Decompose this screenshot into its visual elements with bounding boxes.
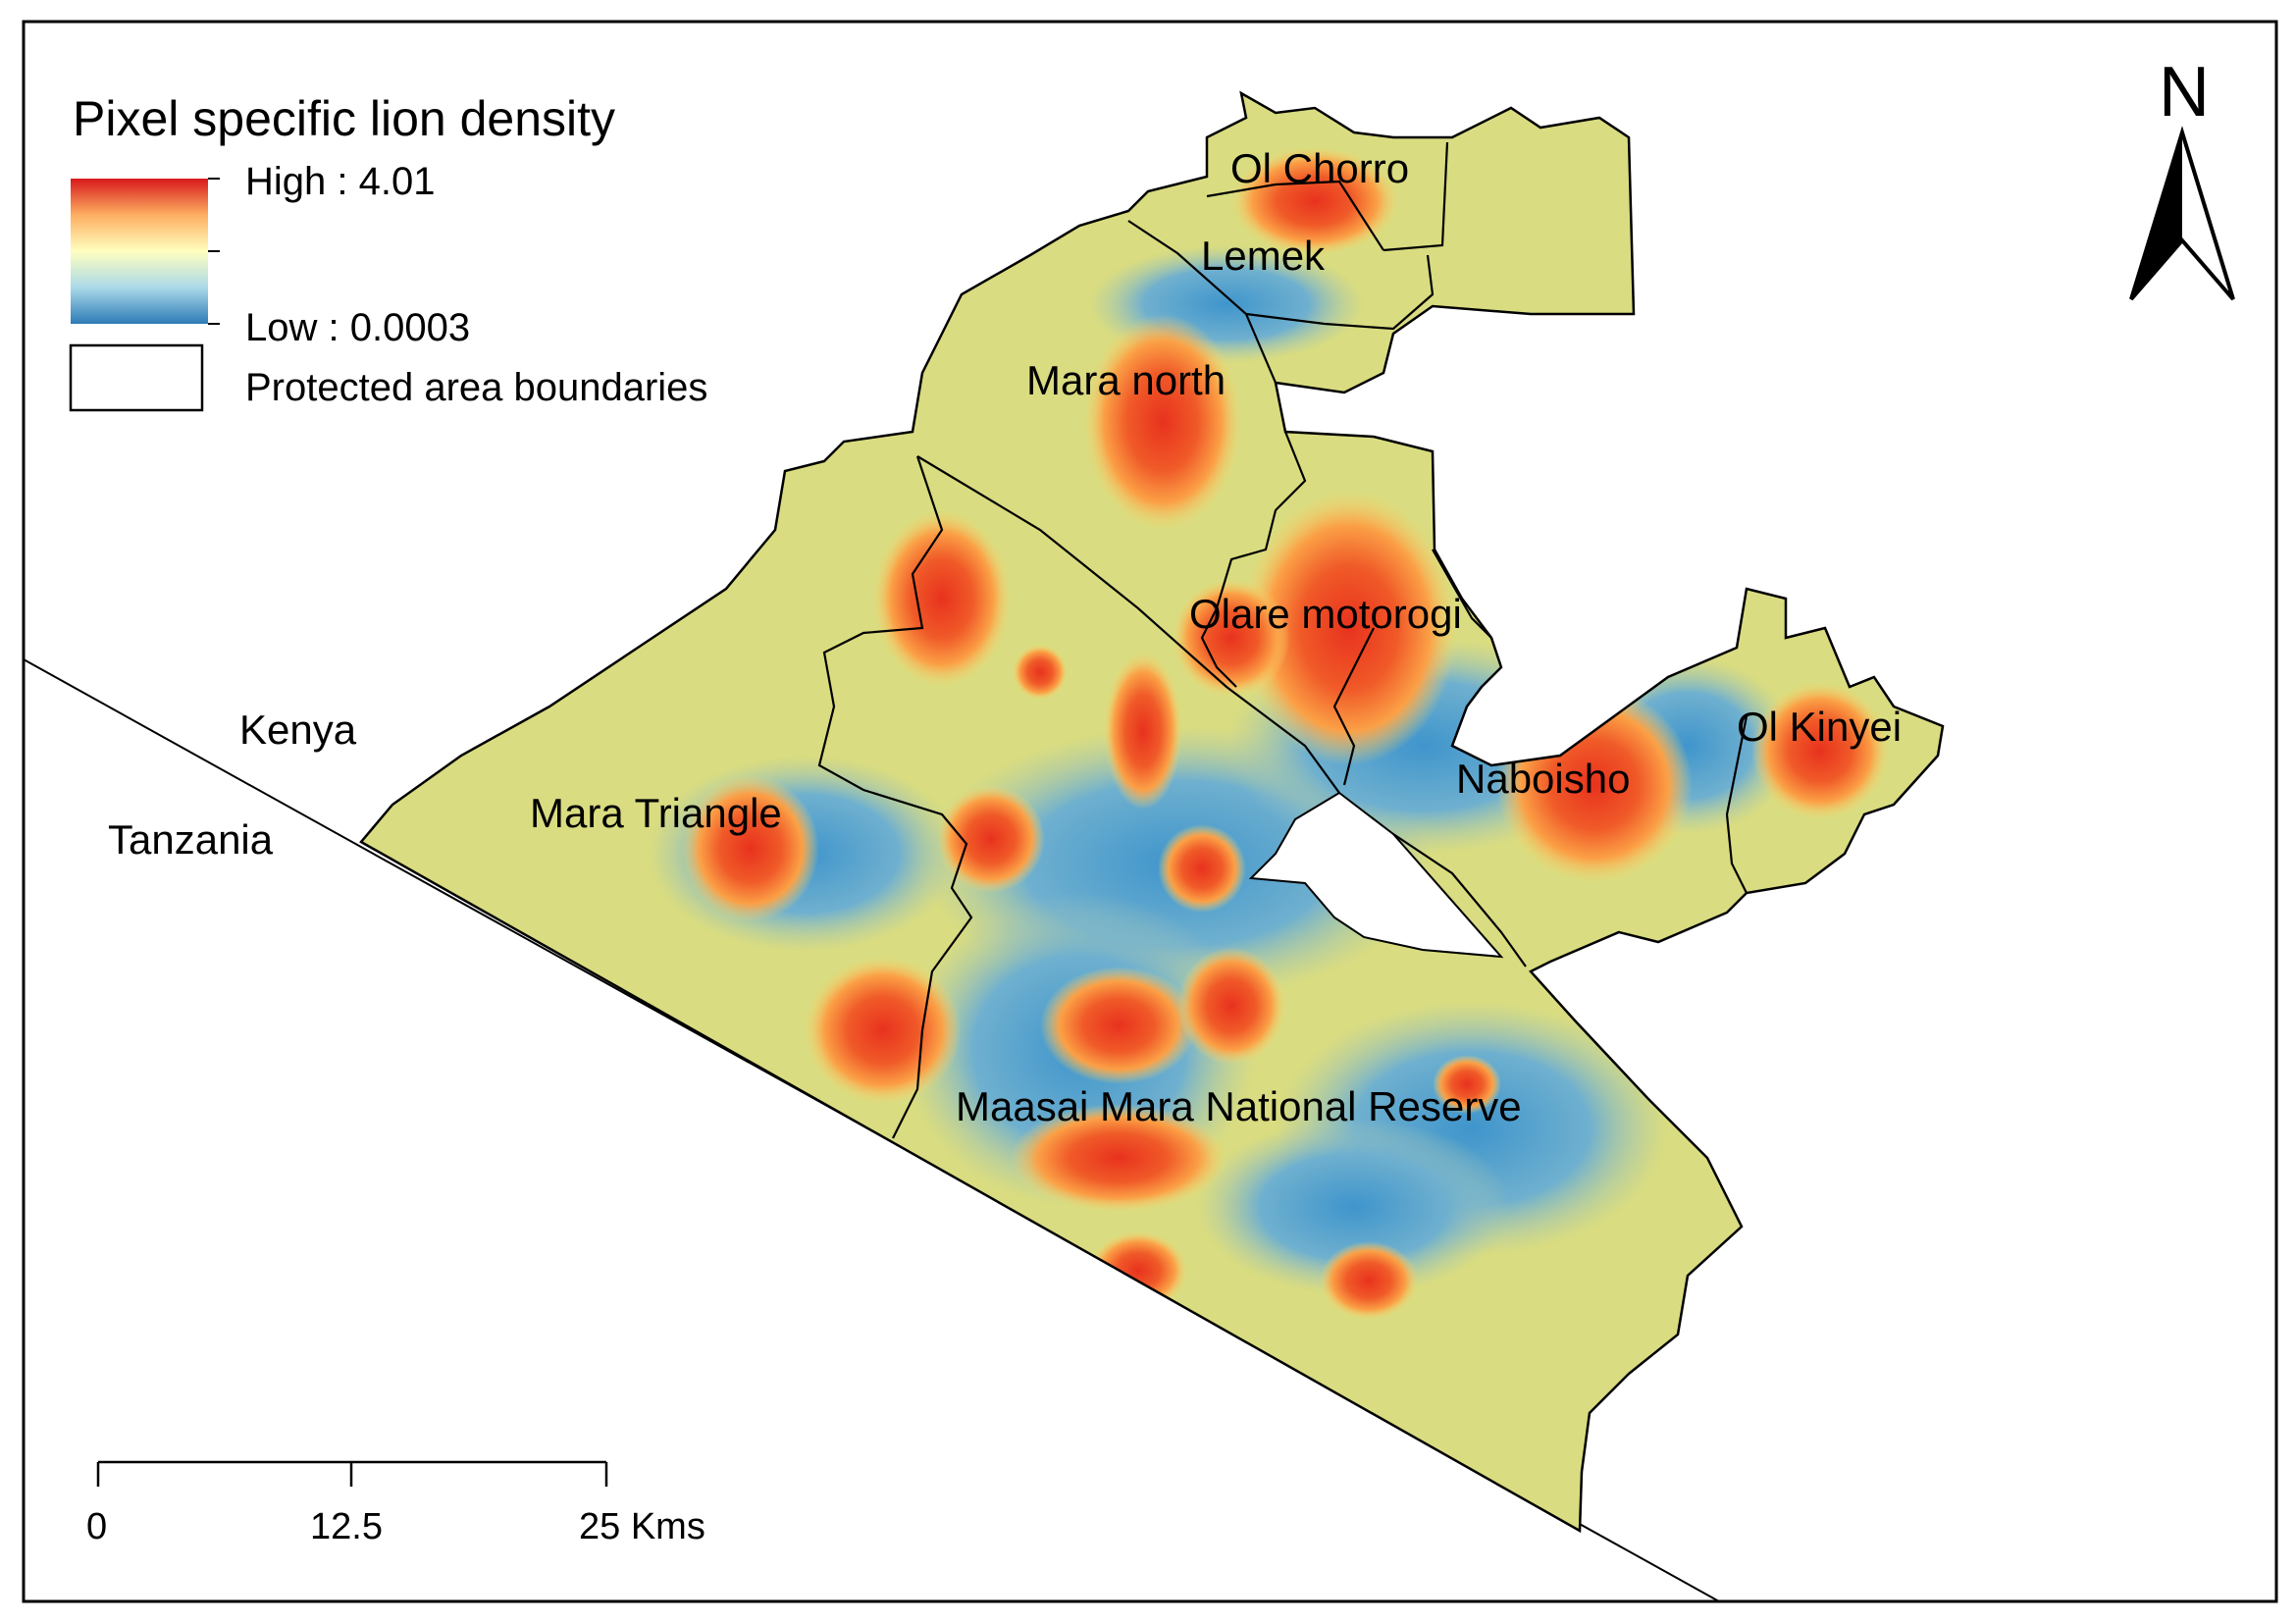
north-arrow: N — [2129, 53, 2235, 301]
boundary-mara-north-reserve — [916, 455, 1340, 794]
scale-tick-mid: 12.5 — [310, 1506, 383, 1547]
map-border — [22, 20, 2278, 1603]
boundary-naboisho-reserve — [1392, 833, 1527, 968]
boundary-naboisho-kinyei — [1725, 715, 1748, 894]
label-mara-north: Mara north — [1026, 357, 1226, 403]
label-ol-chorro: Ol Chorro — [1230, 145, 1409, 191]
legend-high-label: High : 4.01 — [245, 160, 435, 203]
hotspot-small — [1013, 645, 1068, 700]
legend-color-ramp — [71, 179, 208, 324]
hotspot-mara-north — [1084, 314, 1241, 530]
hotspot-reserve-5 — [1320, 1241, 1418, 1320]
label-maasai-mara: Maasai Mara National Reserve — [956, 1083, 1522, 1129]
north-label: N — [2159, 53, 2210, 131]
hotspot-reserve-center — [937, 785, 1045, 893]
protected-area-boundaries — [817, 141, 1748, 1139]
boundary-lemek — [1127, 220, 1278, 384]
hotspot-mara-triangle — [682, 775, 819, 922]
hotspot-ol-kinyei — [1751, 682, 1889, 819]
legend-boundary-swatch — [69, 343, 204, 412]
scale-bar: 0 12.5 25 Kms — [86, 1460, 705, 1547]
legend-title: Pixel specific lion density — [73, 91, 615, 146]
study-area-outline — [359, 90, 1945, 1534]
unsurveyed-gap — [1248, 791, 1504, 959]
hotspot-reserve-east — [1158, 824, 1246, 913]
boundary-olare-naboisho — [1332, 627, 1375, 786]
boundary-triangle-reserve — [817, 455, 973, 1139]
boundary-ol-chorro-east — [1383, 141, 1449, 252]
scale-tick-end: 25 Kms — [579, 1506, 705, 1547]
hotspot-ol-chorro — [1231, 147, 1398, 255]
hotspot-mara-triangle-north — [873, 510, 1011, 687]
label-kenya: Kenya — [239, 707, 357, 753]
label-mara-triangle: Mara Triangle — [530, 790, 782, 836]
boundary-olare — [1200, 431, 1307, 688]
label-olare-motorogi: Olare motorogi — [1189, 591, 1462, 637]
label-naboisho: Naboisho — [1456, 756, 1630, 802]
hotspot-reserve-1 — [1040, 967, 1197, 1084]
hotspot-reserve-6 — [1433, 1055, 1501, 1114]
boundary-lemek-east — [1245, 254, 1435, 331]
label-ol-kinyei: Ol Kinyei — [1737, 704, 1902, 750]
boundary-ol-chorro — [1206, 180, 1384, 251]
hotspot-olare-motorogi-west — [1173, 579, 1290, 697]
hotspot-reserve-3 — [1011, 1104, 1226, 1212]
hotspot-reserve-4 — [1089, 1231, 1187, 1310]
legend-boundary-label: Protected area boundaries — [245, 366, 707, 409]
low-density-zone — [1197, 1119, 1511, 1295]
label-tanzania: Tanzania — [108, 816, 274, 863]
hotspot-olare-motorogi — [1241, 491, 1457, 765]
legend: Pixel specific lion density High : 4.01 … — [69, 91, 707, 412]
boundary-olare-east — [1432, 549, 1492, 639]
label-lemek: Lemek — [1201, 233, 1326, 279]
scale-tick-0: 0 — [86, 1506, 107, 1547]
legend-low-label: Low : 0.0003 — [245, 306, 470, 349]
hotspot-reserve-2 — [1177, 947, 1285, 1065]
hotspot-reserve-mid — [1104, 653, 1182, 810]
hotspot-mara-triangle-south — [805, 957, 962, 1104]
